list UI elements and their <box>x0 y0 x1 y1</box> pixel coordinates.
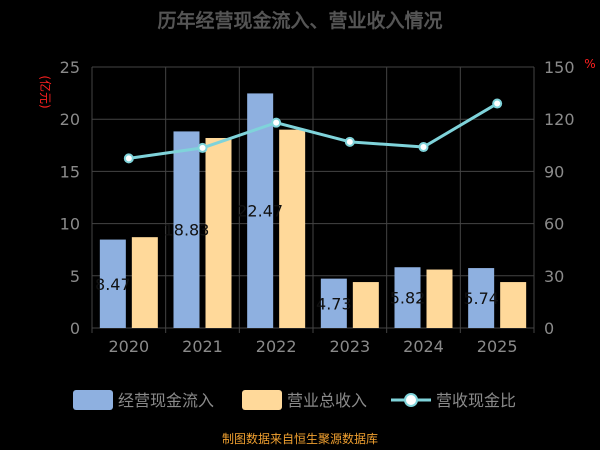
line-ratio-point[interactable] <box>418 142 429 153</box>
legend-label-cash-inflow[interactable]: 经营现金流入 <box>118 391 214 410</box>
x-tick-label: 2025 <box>477 337 518 356</box>
right-tick-label: 150 <box>544 58 575 77</box>
line-ratio-point[interactable] <box>492 98 503 109</box>
legend-swatch-revenue[interactable] <box>242 390 282 410</box>
left-axis-unit: (亿元) <box>38 75 53 108</box>
left-axis-ticks: 0 5 10 15 20 25 <box>60 58 80 338</box>
left-tick-label: 25 <box>60 58 80 77</box>
left-tick-label: 10 <box>60 215 80 234</box>
bar-cash-inflow[interactable] <box>394 267 421 328</box>
legend-label-ratio[interactable]: 营收现金比 <box>436 391 516 410</box>
line-series <box>123 98 503 164</box>
data-label: 4.73 <box>316 294 352 313</box>
bar-revenue[interactable] <box>352 282 379 328</box>
right-tick-label: 120 <box>544 110 575 129</box>
bar-cash-inflow[interactable] <box>99 239 126 328</box>
line-ratio <box>128 102 498 160</box>
legend-marker-ratio[interactable] <box>404 393 418 407</box>
right-tick-label: 0 <box>544 319 554 338</box>
bar-revenue[interactable] <box>426 269 453 328</box>
legend: 经营现金流入 营业总收入 营收现金比 <box>73 390 516 410</box>
line-ratio-point[interactable] <box>344 136 355 147</box>
grid-lines <box>91 66 535 329</box>
bar-revenue[interactable] <box>500 282 527 328</box>
x-tick-label: 2024 <box>403 337 444 356</box>
line-ratio-point[interactable] <box>197 142 208 153</box>
bar-series <box>99 93 527 328</box>
data-label: 5.74 <box>463 289 499 308</box>
line-ratio-point[interactable] <box>271 117 282 128</box>
bar-revenue[interactable] <box>205 137 232 328</box>
line-ratio-point[interactable] <box>123 153 134 164</box>
right-tick-label: 90 <box>544 162 564 181</box>
legend-label-revenue[interactable]: 营业总收入 <box>287 391 367 410</box>
data-label: 18.83 <box>164 221 210 240</box>
source-note: 制图数据来自恒生聚源数据库 <box>222 431 378 446</box>
data-labels: 8.47 18.83 22.47 4.73 5.82 5.74 <box>95 202 499 314</box>
legend-swatch-cash-inflow[interactable] <box>73 390 113 410</box>
bar-cash-inflow[interactable] <box>468 268 495 328</box>
data-label: 22.47 <box>237 202 283 221</box>
x-axis-ticks: 2020 2021 2022 2023 2024 2025 <box>91 328 535 356</box>
bar-cash-inflow[interactable] <box>320 278 347 328</box>
left-tick-label: 5 <box>70 267 80 286</box>
right-tick-label: 60 <box>544 215 564 234</box>
bar-revenue[interactable] <box>279 129 306 328</box>
right-axis-unit: % <box>584 57 595 71</box>
x-tick-label: 2021 <box>182 337 223 356</box>
chart-title: 历年经营现金流入、营业收入情况 <box>157 9 442 32</box>
left-tick-label: 0 <box>70 319 80 338</box>
data-label: 8.47 <box>95 275 131 294</box>
x-tick-label: 2022 <box>256 337 297 356</box>
x-tick-label: 2023 <box>329 337 370 356</box>
bar-cash-inflow[interactable] <box>173 131 200 328</box>
right-tick-label: 30 <box>544 267 564 286</box>
right-axis-ticks: 0 30 60 90 120 150 <box>544 58 575 338</box>
left-tick-label: 20 <box>60 110 80 129</box>
left-tick-label: 15 <box>60 162 80 181</box>
x-tick-label: 2020 <box>108 337 149 356</box>
bar-revenue[interactable] <box>131 237 158 328</box>
data-label: 5.82 <box>390 289 426 308</box>
